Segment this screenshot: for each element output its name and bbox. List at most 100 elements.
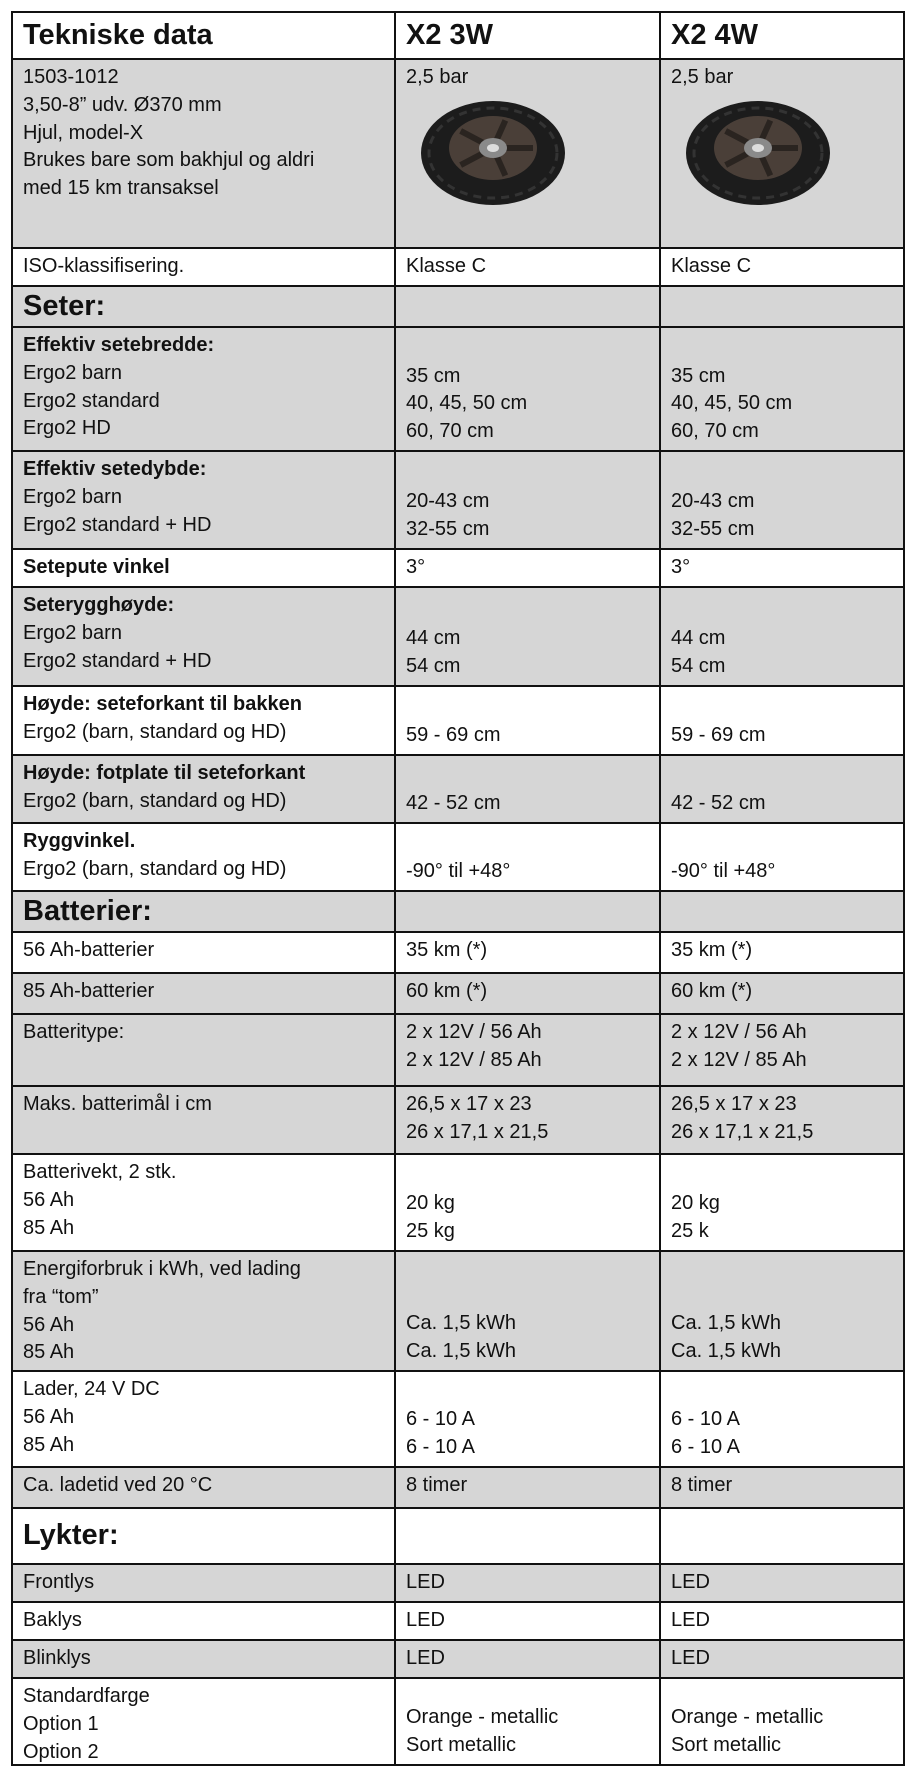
cell-text: 2,5 bar: [406, 66, 469, 88]
table-cell: [659, 890, 905, 931]
cell-text: Effektiv setebredde:: [23, 334, 215, 356]
cell-text: Ca. 1,5 kWh: [406, 1340, 517, 1363]
cell-text: Ergo2 barn: [23, 485, 122, 508]
table-cell: 35 km (*): [659, 931, 905, 972]
cell-text: Batteritype:: [23, 1021, 125, 1043]
cell-text: Sort metallic: [406, 1734, 517, 1757]
cell-text: LED: [406, 1647, 445, 1669]
cell-text: 2 x 12V / 56 Ah: [406, 1021, 542, 1043]
cell-text: ISO-klassifisering.: [23, 255, 185, 277]
cell-text: 56 Ah-batterier: [23, 939, 155, 961]
cell-text: 26 x 17,1 x 21,5: [671, 1120, 814, 1143]
cell-text: Effektiv setedybde:: [23, 458, 207, 480]
cell-text: 60, 70 cm: [671, 420, 759, 443]
table-cell: [659, 1507, 905, 1563]
table-cell: 42 - 52 cm: [394, 754, 659, 822]
cell-text: 44 cm: [406, 627, 461, 650]
cell-text: Orange - metallic: [406, 1706, 559, 1729]
cell-text: LED: [671, 1647, 710, 1669]
cell-text: Standardfarge: [23, 1685, 150, 1707]
cell-text: 20-43 cm: [406, 490, 490, 513]
table-cell: 2,5 bar: [394, 58, 659, 247]
cell-text: 26,5 x 17 x 23: [671, 1093, 797, 1115]
cell-text: Frontlys: [23, 1571, 95, 1593]
table-cell: Lykter:: [11, 1507, 394, 1563]
cell-text: 32-55 cm: [671, 518, 755, 541]
table-cell: Seter:: [11, 285, 394, 326]
table-cell: 2,5 bar: [659, 58, 905, 247]
cell-text: Baklys: [23, 1609, 82, 1631]
wheel-image: [421, 100, 565, 205]
cell-text: 40, 45, 50 cm: [406, 392, 528, 415]
cell-text: X2 3W: [406, 18, 494, 51]
cell-text: Ergo2 (barn, standard og HD): [23, 857, 287, 880]
table-cell: 60 km (*): [659, 972, 905, 1013]
cell-text: Klasse C: [671, 255, 752, 277]
cell-text: Batterier:: [23, 894, 152, 927]
cell-text: 2 x 12V / 56 Ah: [671, 1021, 807, 1043]
table-cell: Ca. 1,5 kWh Ca. 1,5 kWh: [659, 1250, 905, 1370]
table-cell: Effektiv setebredde: Ergo2 barn Ergo2 stan…: [11, 326, 394, 450]
cell-text: LED: [406, 1571, 445, 1593]
cell-text: 54 cm: [406, 655, 461, 678]
cell-text: Maks. batterimål i cm: [23, 1093, 212, 1115]
cell-text: Ryggvinkel.: [23, 830, 136, 852]
cell-text: 85 Ah: [23, 1433, 75, 1456]
table-cell: LED: [394, 1601, 659, 1639]
cell-text: 35 km (*): [671, 939, 753, 961]
cell-text: 59 - 69 cm: [406, 724, 501, 747]
table-cell: Klasse C: [659, 247, 905, 285]
table-cell: 60 km (*): [394, 972, 659, 1013]
cell-text: 32-55 cm: [406, 518, 490, 541]
table-cell: 20 kg 25 k: [659, 1153, 905, 1250]
cell-text: Ergo2 barn: [23, 621, 122, 644]
cell-text: Energiforbruk i kWh, ved lading: [23, 1258, 301, 1280]
table-cell: 35 cm 40, 45, 50 cm 60, 70 cm: [659, 326, 905, 450]
table-cell: 1503-1012 3,50-8” udv. Ø370 mm Hjul, model…: [11, 58, 394, 247]
table-cell: Høyde: seteforkant til bakken Ergo2 (barn…: [11, 685, 394, 754]
table-cell: Ca. 1,5 kWh Ca. 1,5 kWh: [394, 1250, 659, 1370]
table-cell: 85 Ah-batterier: [11, 972, 394, 1013]
table-cell: 8 timer: [394, 1466, 659, 1507]
cell-text: 40, 45, 50 cm: [671, 392, 793, 415]
cell-text: 26 x 17,1 x 21,5: [406, 1120, 549, 1143]
cell-text: 3,50-8” udv. Ø370 mm: [23, 93, 222, 116]
table-cell: 59 - 69 cm: [659, 685, 905, 754]
cell-text: LED: [671, 1609, 710, 1631]
table-cell: 26,5 x 17 x 23 26 x 17,1 x 21,5: [394, 1085, 659, 1153]
cell-text: Klasse C: [406, 255, 487, 277]
cell-text: Hjul, model-X: [23, 121, 144, 144]
cell-text: Batterivekt, 2 stk.: [23, 1161, 177, 1183]
table-cell: Lader, 24 V DC 56 Ah 85 Ah: [11, 1370, 394, 1466]
cell-text: Høyde: fotplate til seteforkant: [23, 762, 306, 784]
cell-text: -90° til +48°: [406, 860, 511, 883]
table-cell: 44 cm 54 cm: [659, 586, 905, 685]
table-cell: Energiforbruk i kWh, ved lading fra “tom”…: [11, 1250, 394, 1370]
table-cell: Seterygghøyde: Ergo2 barn Ergo2 standard +…: [11, 586, 394, 685]
header-cell: Tekniske data: [11, 11, 394, 58]
cell-text: 85 Ah: [23, 1341, 75, 1364]
cell-text: 20-43 cm: [671, 490, 755, 513]
table-cell: Maks. batterimål i cm: [11, 1085, 394, 1153]
cell-text: Brukes bare som bakhjul og aldri: [23, 149, 315, 172]
cell-text: 20 kg: [671, 1192, 720, 1215]
table-cell: [394, 1507, 659, 1563]
table-cell: [394, 285, 659, 326]
cell-text: 6 - 10 A: [671, 1436, 740, 1459]
cell-text: 3°: [406, 556, 426, 578]
cell-text: Ergo2 HD: [23, 417, 111, 440]
table-cell: 2 x 12V / 56 Ah 2 x 12V / 85 Ah: [394, 1013, 659, 1085]
table-cell: Klasse C: [394, 247, 659, 285]
cell-text: 2 x 12V / 85 Ah: [671, 1048, 807, 1071]
cell-text: Lykter:: [23, 1519, 119, 1552]
table-cell: 6 - 10 A 6 - 10 A: [394, 1370, 659, 1466]
table-cell: Blinklys: [11, 1639, 394, 1677]
cell-text: 6 - 10 A: [406, 1408, 475, 1431]
table-cell: ISO-klassifisering.: [11, 247, 394, 285]
cell-text: 6 - 10 A: [671, 1408, 740, 1431]
cell-text: 42 - 52 cm: [671, 792, 766, 815]
table-cell: -90° til +48°: [659, 822, 905, 890]
cell-text: Blinklys: [23, 1647, 91, 1669]
table-cell: 35 km (*): [394, 931, 659, 972]
